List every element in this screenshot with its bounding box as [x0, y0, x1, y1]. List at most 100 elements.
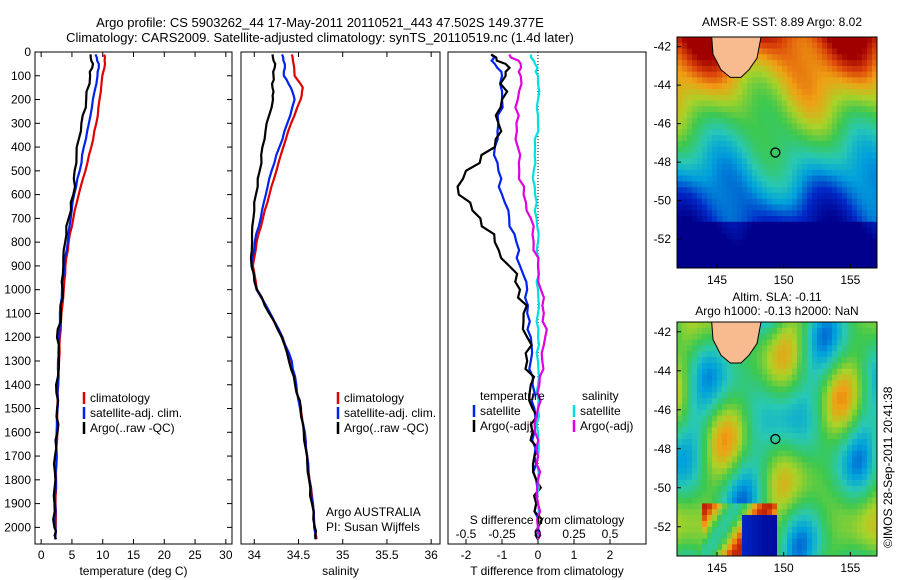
depth-tick-label: 1400	[4, 378, 31, 392]
sal-xtick-label: 35	[336, 548, 350, 562]
temp-xtick-label: 5	[69, 548, 76, 562]
temp-xtick-label: 30	[219, 548, 233, 562]
imos-watermark: ©IMOS 28-Sep-2011 20:41:38	[881, 386, 895, 548]
sst-map	[676, 36, 878, 269]
diff-temp-legend-label: satellite	[480, 404, 521, 418]
temp-xlabel: temperature (deg C)	[79, 564, 187, 578]
sst-ytick-label: -50	[654, 194, 672, 208]
sla-ytick-label: -50	[654, 481, 672, 495]
temp-xtick-label: 10	[96, 548, 110, 562]
depth-tick-label: 1800	[4, 473, 31, 487]
depth-tick-label: 0	[24, 45, 31, 59]
temp-axes-frame	[34, 51, 233, 545]
sst-frame	[676, 36, 878, 269]
depth-tick-label: 1200	[4, 330, 31, 344]
diff-xtick-label: 2	[607, 548, 614, 562]
temp-series-2	[52, 54, 95, 540]
temp-xtick-label: 25	[188, 548, 202, 562]
sst-xtick-label: 150	[774, 273, 794, 287]
diff-xtick-label: -1	[497, 548, 508, 562]
sst-argo-marker	[770, 147, 781, 158]
depth-tick-label: 500	[11, 164, 31, 178]
depth-tick-label: 1100	[5, 306, 31, 320]
sla-ytick-label: -52	[654, 520, 672, 534]
sst-map-title: AMSR-E SST: 8.89 Argo: 8.02	[702, 15, 862, 29]
chart-title-line1: Argo profile: CS 5903262_44 17-May-2011 …	[96, 15, 544, 30]
sst-ytick-label: -44	[654, 78, 672, 92]
depth-tick-label: 400	[11, 140, 31, 154]
depth-tick-label: 1900	[4, 497, 31, 511]
sla-map-title: Altim. SLA: -0.11	[732, 290, 821, 304]
diff-xlabel-top: S difference from climatology	[470, 513, 625, 527]
depth-tick-label: 1600	[4, 425, 31, 439]
sla-xtick-label: 150	[774, 561, 794, 575]
sal-legend-label: satellite-adj. clim.	[344, 406, 436, 420]
sal-xlabel: salinity	[322, 564, 359, 578]
sal-xtick-label: 36	[424, 548, 438, 562]
depth-tick-label: 700	[11, 211, 31, 225]
diff-legend-sal-title: salinity	[582, 389, 619, 403]
sla-map-subtitle: Argo h1000: -0.13 h2000: NaN	[695, 304, 858, 318]
sla-land	[711, 322, 762, 364]
sal-series-2	[249, 54, 318, 540]
sal-xtick-label: 34	[248, 548, 262, 562]
sal-legend-label: Argo(..raw -QC)	[344, 421, 429, 435]
sla-ytick-label: -48	[654, 442, 672, 456]
sla-argo-marker	[770, 433, 781, 445]
diff-xtick-label: -2	[461, 548, 472, 562]
diff-x2tick-label: 0.5	[602, 527, 619, 541]
depth-tick-label: 1500	[4, 402, 31, 416]
temp-panel: 0 5 10 15 20 25 30 temperature (deg C)	[34, 51, 233, 578]
sla-ytick-label: -42	[654, 325, 672, 339]
diff-sal-legend-label: Argo(-adj)	[580, 419, 633, 433]
temp-legend-label: satellite-adj. clim.	[90, 406, 182, 420]
depth-tick-label: 2000	[4, 520, 31, 534]
depth-tick-label: 300	[11, 116, 31, 130]
sal-annotation-line1: Argo AUSTRALIA	[326, 505, 421, 519]
diff-xlabel: T difference from climatology	[470, 564, 624, 578]
temp-xtick-label: 0	[38, 548, 45, 562]
diff-x2tick-label: 0	[535, 527, 542, 541]
diff-series-1	[456, 53, 544, 540]
sst-xtick-label: 145	[707, 273, 727, 287]
diff-x2tick-label: -0.25	[488, 527, 516, 541]
temp-xtick-label: 15	[127, 548, 141, 562]
sal-axes-frame	[240, 51, 441, 545]
diff-x2tick-label: -0.5	[456, 527, 477, 541]
sal-xtick-label: 35.5	[375, 548, 399, 562]
diff-axes-frame	[447, 51, 647, 545]
sla-xtick-label: 145	[707, 561, 727, 575]
diff-temp-legend-label: Argo(-adj)	[480, 419, 533, 433]
diff-xtick-label: 1	[571, 548, 578, 562]
sal-legend-label: climatology	[344, 391, 404, 405]
sla-ytick-label: -46	[654, 403, 672, 417]
depth-tick-label: 1700	[4, 449, 31, 463]
sal-xtick-label: 34.5	[287, 548, 311, 562]
sst-ytick-label: -42	[654, 40, 672, 54]
sst-land	[711, 37, 762, 78]
sst-ytick-label: -48	[654, 155, 672, 169]
temp-xtick-label: 20	[158, 548, 172, 562]
sst-ytick-label: -52	[654, 232, 672, 246]
diff-legend-temp-title: temperature	[480, 389, 545, 403]
depth-tick-label: 1300	[4, 354, 31, 368]
depth-tick-label: 600	[11, 188, 31, 202]
diff-x2tick-label: 0.25	[562, 527, 586, 541]
sla-frame	[676, 321, 878, 557]
diff-series-3	[508, 53, 548, 540]
chart-title-line2: Climatology: CARS2009. Satellite-adjuste…	[66, 30, 574, 45]
depth-tick-label: 800	[11, 235, 31, 249]
sla-ytick-label: -44	[654, 364, 672, 378]
temp-legend-label: climatology	[90, 391, 150, 405]
diff-sal-legend-label: satellite	[580, 404, 621, 418]
sla-map	[676, 321, 878, 557]
depth-tick-label: 900	[11, 259, 31, 273]
depth-tick-label: 200	[11, 93, 31, 107]
depth-tick-label: 1000	[4, 283, 31, 297]
depth-tick-label: 100	[11, 69, 31, 83]
diff-panel	[447, 51, 647, 545]
sst-ytick-label: -46	[654, 117, 672, 131]
sal-annotation-line2: PI: Susan Wijffels	[326, 520, 420, 534]
temp-legend-label: Argo(..raw -QC)	[90, 421, 175, 435]
